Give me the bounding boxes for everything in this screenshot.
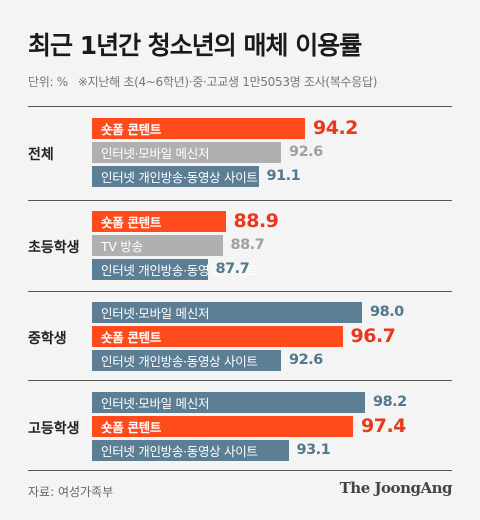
bar: 인터넷·모바일 메신저: [92, 392, 365, 413]
bar-value-label: 92.6: [289, 352, 323, 368]
bar-value-label: 88.7: [230, 237, 265, 253]
bar-value-label: 88.9: [233, 210, 279, 232]
bar-value-label: 87.7: [215, 261, 250, 277]
bar: 인터넷·모바일 메신저: [92, 302, 362, 323]
bar-value-label: 93.1: [296, 442, 331, 458]
unit-label: 단위: %: [28, 75, 68, 89]
group-divider: [28, 470, 452, 471]
survey-note: ※지난해 초(4~6학년)·중·고교생 1만5053명 조사(복수응답): [77, 75, 378, 89]
bar: 인터넷 개인방송·동영상 사이트: [92, 440, 289, 461]
bar: 숏폼 콘텐트: [92, 118, 305, 139]
bar-value-label: 94.2: [313, 117, 358, 139]
bar: 인터넷·모바일 메신저: [92, 142, 281, 163]
bar-value-label: 96.7: [350, 325, 396, 347]
group-label: 고등학생: [28, 420, 80, 437]
group-divider: [28, 380, 452, 381]
group-label: 전체: [28, 146, 54, 163]
bar-value-label: 92.6: [289, 144, 323, 160]
bar: 인터넷 개인방송·동영상 사이트: [92, 259, 258, 280]
chart-title: 최근 1년간 청소년의 매체 이용률: [28, 31, 362, 60]
bar: 숏폼 콘텐트: [92, 326, 343, 347]
bar: 인터넷 개인방송·동영상 사이트: [92, 350, 281, 371]
unit-note: 단위: % ※지난해 초(4~6학년)·중·고교생 1만5053명 조사(복수응답…: [28, 73, 377, 90]
group-label: 중학생: [28, 330, 67, 347]
bar: 인터넷 개인방송·동영상 사이트: [92, 166, 259, 187]
bar: 숏폼 콘텐트: [92, 211, 226, 232]
brand-logo: The JoongAng: [339, 479, 453, 497]
bar: 숏폼 콘텐트: [92, 416, 353, 437]
bar: TV 방송: [92, 235, 223, 256]
source-note: 자료: 여성가족부: [28, 485, 114, 499]
group-divider: [28, 106, 452, 107]
group-divider: [28, 291, 452, 292]
bar-value-label: 97.4: [361, 415, 406, 437]
bar-value-label: 91.1: [266, 168, 301, 184]
bar-value-label: 98.0: [370, 304, 404, 320]
group-label: 초등학생: [28, 239, 80, 256]
group-divider: [28, 200, 452, 201]
bar-value-label: 98.2: [373, 394, 407, 410]
